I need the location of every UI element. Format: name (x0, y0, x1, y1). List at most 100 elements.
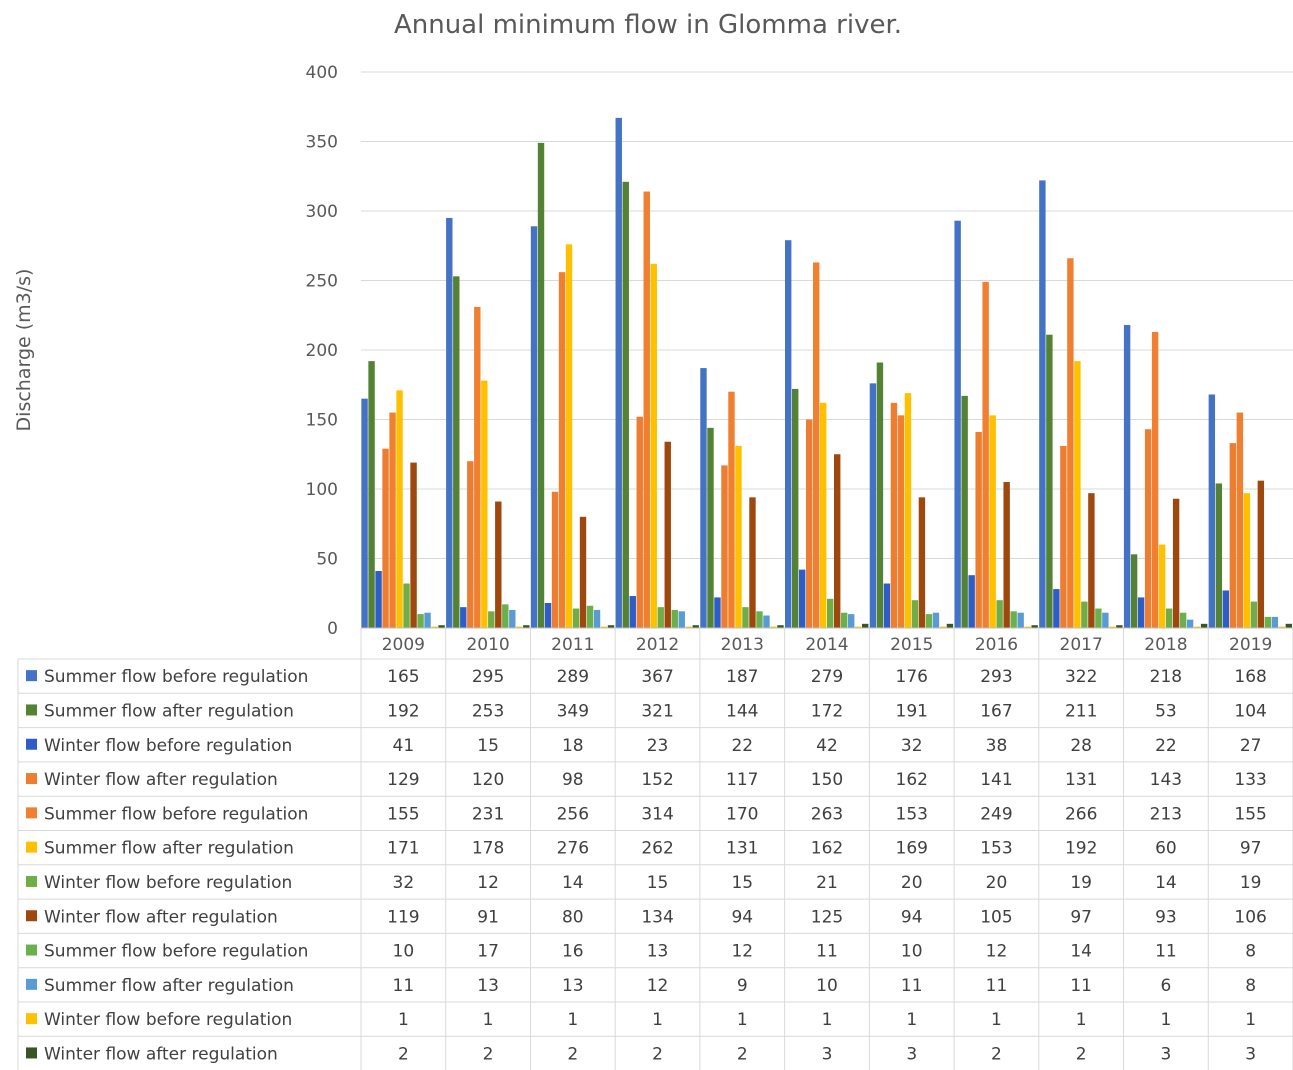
legend-swatch (26, 875, 37, 887)
data-label: 162 (896, 770, 928, 790)
bar (785, 240, 792, 628)
data-label: 1 (398, 1010, 409, 1030)
bar (1236, 412, 1244, 628)
bar (939, 626, 947, 628)
bar (431, 626, 438, 628)
bar (883, 583, 891, 628)
data-label: 91 (477, 907, 499, 927)
data-label: 8 (1245, 942, 1256, 962)
data-label: 170 (726, 804, 758, 824)
data-label: 1 (1160, 1010, 1171, 1030)
y-tick-label: 200 (306, 341, 338, 361)
legend-label: Summer flow before regulation (44, 804, 308, 824)
data-label: 27 (1240, 736, 1262, 756)
data-label: 21 (816, 873, 838, 893)
data-label: 98 (562, 770, 584, 790)
bar (403, 583, 410, 628)
y-axis-label: Discharge (m3/s) (13, 269, 35, 432)
bar (1215, 483, 1223, 628)
bar (467, 461, 474, 628)
data-label: 153 (980, 839, 1012, 859)
data-label: 129 (387, 770, 419, 790)
bar (530, 226, 538, 629)
data-label: 144 (726, 701, 758, 721)
data-label: 256 (557, 804, 589, 824)
bar (544, 602, 552, 628)
y-tick-label: 150 (306, 411, 338, 431)
data-label: 3 (822, 1044, 833, 1064)
data-label: 263 (811, 804, 843, 824)
data-label: 1 (1076, 1010, 1087, 1030)
data-label: 22 (731, 736, 753, 756)
legend-swatch (26, 670, 37, 682)
bar (777, 625, 784, 628)
data-label: 155 (1234, 804, 1266, 824)
data-label: 17 (477, 942, 499, 962)
data-label: 11 (1070, 976, 1092, 996)
data-label: 1 (567, 1010, 578, 1030)
data-label: 143 (1150, 770, 1182, 790)
data-label: 41 (393, 736, 415, 756)
bar (537, 142, 545, 628)
data-label: 134 (641, 907, 673, 927)
data-label: 97 (1070, 907, 1092, 927)
legend-label: Winter flow before regulation (44, 1010, 292, 1030)
chart-title: Annual minimum flow in Glomma river. (394, 10, 902, 40)
y-tick-label: 100 (306, 480, 338, 500)
bar (756, 611, 763, 628)
bar (890, 402, 898, 628)
gridlines (361, 71, 1293, 629)
legend-label: Winter flow after regulation (44, 770, 278, 790)
bar (622, 181, 629, 628)
data-label: 314 (641, 804, 673, 824)
bar (572, 608, 580, 628)
bar (1046, 334, 1053, 628)
bar (1088, 493, 1095, 628)
x-tick-label: 2012 (636, 635, 679, 655)
data-label: 266 (1065, 804, 1097, 824)
y-tick-label: 0 (327, 619, 338, 639)
y-tick-label: 400 (306, 63, 338, 83)
y-tick-label: 350 (306, 133, 338, 153)
data-label: 153 (896, 804, 928, 824)
bar (361, 398, 368, 628)
data-label: 131 (1065, 770, 1097, 790)
data-label: 1 (737, 1010, 748, 1030)
data-label: 131 (726, 839, 758, 859)
x-tick-label: 2017 (1060, 635, 1103, 655)
data-label: 32 (393, 873, 415, 893)
data-label: 321 (641, 701, 673, 721)
bar (763, 615, 770, 628)
bar (1172, 498, 1180, 628)
data-label: 168 (1234, 667, 1266, 687)
bar (1186, 619, 1194, 628)
bar (636, 416, 643, 628)
data-label: 171 (387, 839, 419, 859)
bars (361, 117, 1293, 629)
data-label: 2 (652, 1044, 663, 1064)
bar (770, 626, 777, 628)
data-label: 11 (901, 976, 923, 996)
data-label: 23 (647, 736, 669, 756)
bar (749, 497, 756, 628)
data-label: 1 (906, 1010, 917, 1030)
data-label: 253 (472, 701, 504, 721)
legend-label: Winter flow after regulation (44, 907, 278, 927)
x-tick-label: 2010 (466, 635, 509, 655)
bar (558, 272, 566, 628)
data-label: 218 (1150, 667, 1182, 687)
legend-swatch (26, 944, 37, 956)
bar (848, 614, 855, 628)
data-label: 105 (980, 907, 1012, 927)
bar (565, 244, 573, 629)
bar (368, 361, 375, 628)
bar (1102, 612, 1109, 628)
data-label: 93 (1155, 907, 1177, 927)
data-label: 10 (393, 942, 415, 962)
data-label: 3 (1245, 1044, 1256, 1064)
data-label: 150 (811, 770, 843, 790)
data-label: 162 (811, 839, 843, 859)
bar (664, 441, 671, 628)
data-label: 322 (1065, 667, 1097, 687)
